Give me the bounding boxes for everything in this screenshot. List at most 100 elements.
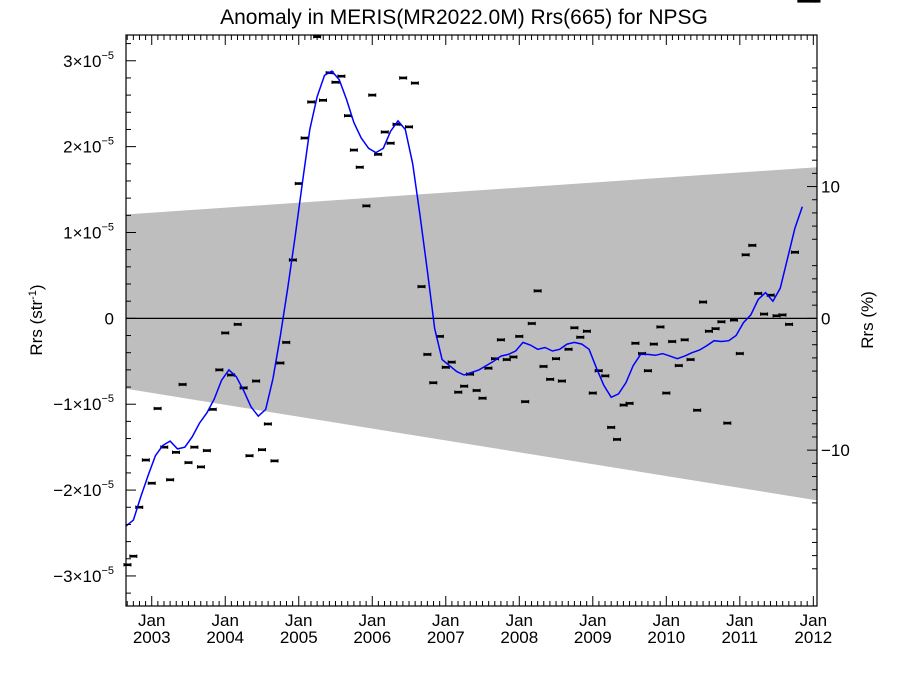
data-point [380,130,389,134]
data-point [649,342,658,346]
data-point [613,437,622,442]
x-tick-month: Jan [506,611,533,630]
data-point [399,76,408,80]
data-points [123,0,821,567]
data-point [307,100,316,104]
data-point [557,379,566,383]
right-tick-label: 10 [821,178,840,197]
data-point [754,291,763,296]
data-point [502,357,511,362]
data-point [748,243,757,248]
data-point [208,407,217,412]
data-point [717,320,726,324]
x-axis: Jan2003Jan2004Jan2005Jan2006Jan2007Jan20… [126,35,832,647]
smoothed-anomaly-line [125,70,804,527]
x-tick-year: 2006 [353,628,391,647]
data-point [362,204,371,208]
data-point [239,386,248,390]
data-point [417,284,426,289]
data-point [552,356,561,361]
data-point [570,326,579,330]
x-tick-year: 2005 [280,628,318,647]
plot-frame [125,34,818,607]
x-tick-year: 2010 [647,628,685,647]
data-point [594,369,603,373]
data-point [270,459,279,463]
data-point [797,0,805,3]
data-point [509,355,518,359]
y-tick-label: −1×10−5 [53,393,114,414]
data-point [245,454,254,458]
data-point [276,361,285,365]
data-point [809,0,817,3]
x-tick-year: 2011 [722,628,759,647]
data-point [294,181,303,186]
data-point [785,322,794,327]
data-point [496,338,505,342]
data-point [741,253,750,257]
data-point [337,74,346,78]
data-point [178,382,187,387]
data-point [729,318,738,322]
data-point [803,0,811,3]
data-point [184,460,193,465]
x-tick-year: 2008 [500,628,538,647]
x-tick-year: 2012 [794,628,832,647]
data-point [355,165,364,169]
x-tick-month: Jan [653,611,680,630]
data-point [564,347,573,351]
data-point [147,481,156,485]
data-point [699,300,708,304]
data-point [643,369,652,373]
data-point [680,338,689,342]
data-point [441,365,450,370]
data-point [813,0,821,3]
data-point [607,425,616,430]
data-point [423,352,432,357]
data-point [129,554,138,558]
right-tick-label: 0 [821,309,830,328]
data-point [460,384,469,388]
data-point [625,401,634,406]
data-point [601,374,610,378]
y-axis-left-label: Rrs (str-1) [27,284,46,355]
x-tick-year: 2003 [133,628,171,647]
data-point [221,331,230,335]
data-point [263,422,272,426]
data-point [300,136,309,140]
data-point [319,98,328,102]
x-tick-month: Jan [726,611,753,630]
data-point [349,148,358,152]
data-point [693,408,702,412]
chart-title: Anomaly in MERIS(MR2022.0M) Rrs(665) for… [220,6,708,29]
data-point [527,321,536,326]
data-point [454,390,463,394]
data-point [257,448,266,452]
data-point [521,399,530,404]
data-point [576,335,585,339]
x-tick-month: Jan [579,611,606,630]
data-point [386,141,395,145]
data-point [171,450,180,455]
data-point [674,363,683,368]
x-tick-year: 2009 [574,628,612,647]
data-point [723,421,732,425]
data-point [662,391,671,395]
data-point [282,340,291,345]
data-point [429,381,438,385]
data-point [410,81,419,85]
data-point [478,396,487,400]
y-axis-right-label: Rrs (%) [858,291,877,349]
y-axis-right: 10 0 −10 [807,67,850,570]
x-tick-year: 2004 [206,628,244,647]
data-point [141,458,150,462]
data-point [202,448,211,453]
plot-area [123,0,821,607]
data-point [631,341,640,345]
right-tick-label: −10 [821,441,850,460]
uncertainty-band [126,167,817,501]
y-tick-label: −3×10−5 [53,565,114,586]
data-point [123,563,132,567]
data-point [447,360,456,364]
